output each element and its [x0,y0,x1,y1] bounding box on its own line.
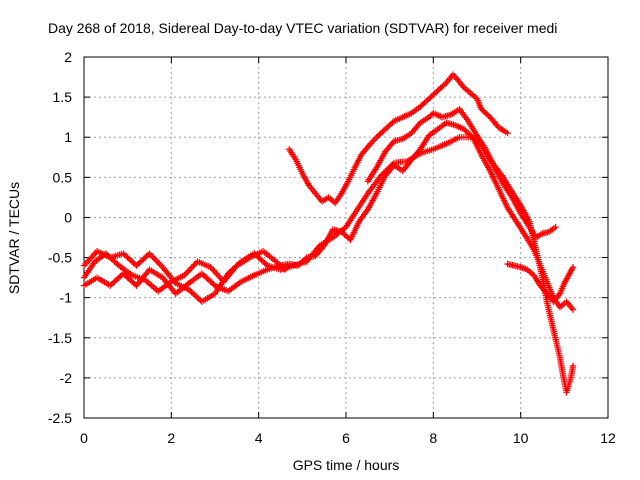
series-satellite-track-C [80,247,293,295]
y-tick-label: 1 [64,129,72,145]
data-point [156,260,163,268]
data-point [467,132,475,140]
data-point [152,256,159,263]
y-tick-label: -2.5 [48,410,72,426]
data-point [80,262,88,269]
data-point [149,253,156,260]
data-point [569,263,577,271]
data-point [147,251,155,259]
y-tick-label: -1 [60,290,73,306]
data-point [150,254,158,262]
data-point [441,80,449,88]
y-tick-label: -1.5 [48,330,72,346]
data-point [369,138,376,146]
data-point [371,135,379,143]
chart-title: Day 268 of 2018, Sidereal Day-to-day VTE… [48,20,557,36]
data-point [191,261,198,268]
series-satellite-track-B [80,119,577,313]
x-tick-label: 10 [513,430,529,446]
series-satellite-track-F [504,260,577,305]
data-point [189,262,197,270]
data-point [214,272,222,279]
data-points [80,71,577,396]
x-tick-label: 2 [167,430,175,446]
data-point [211,268,219,276]
data-point [389,119,396,126]
grid-lines [84,57,608,418]
y-tick-label: -2 [60,370,73,386]
data-point [83,259,91,266]
data-point [286,262,293,269]
data-point [155,259,162,266]
y-tick-label: 2 [64,49,72,65]
data-point [157,262,165,269]
data-point [82,260,89,268]
axis-ticks: 0 2 4 6 8 10 12 -2.5 -2 -1.5 -1 -0.5 0 0.5 1 1.5 2 [48,49,616,446]
series-satellite-track-A [80,134,577,396]
series-satellite-track-E [364,105,559,241]
data-point [319,243,327,251]
data-point [146,250,153,257]
data-point [181,272,188,279]
data-point [569,362,577,370]
data-point [153,257,160,265]
series-satellite-track-D [286,71,511,207]
data-point [262,261,270,268]
y-tick-label: 0.5 [53,169,73,185]
y-axis-title: SDTVAR / TECUs [6,182,22,294]
data-point [504,130,511,137]
data-point [89,252,96,260]
x-tick-label: 0 [80,430,88,446]
y-tick-label: 1.5 [53,89,73,105]
data-point [185,267,192,274]
data-point [184,268,191,276]
x-tick-label: 6 [342,430,350,446]
x-axis-title: GPS time / hours [293,457,400,473]
y-tick-label: 0 [64,209,72,225]
data-point [569,306,577,313]
data-point [302,255,309,263]
data-point [213,270,220,277]
y-tick-label: -0.5 [48,250,72,266]
data-point [187,265,194,273]
x-tick-label: 8 [429,430,437,446]
data-point [188,264,195,271]
x-tick-label: 4 [255,430,263,446]
data-point [284,263,291,271]
data-point [367,140,374,147]
data-point [182,270,190,277]
data-point [552,223,559,231]
data-point [210,267,217,274]
data-point [88,254,95,261]
data-point [210,281,217,288]
data-point [370,137,377,144]
x-tick-label: 12 [600,430,616,446]
